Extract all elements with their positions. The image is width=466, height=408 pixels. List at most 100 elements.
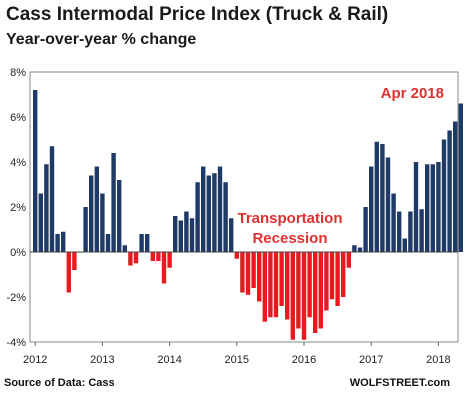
y-tick-label: -4% [6,337,26,349]
plot-frame [29,71,459,343]
bar [139,234,144,252]
bar [290,252,295,340]
y-axis: 8% 6% 4% 2% 0% -2% -4% [6,67,26,349]
bar [430,164,435,252]
bar [178,220,183,252]
source-label: Source of Data: Cass [4,377,115,389]
annotation-recession: Recession [252,230,327,247]
bar [217,166,223,252]
bar [240,252,245,293]
bar [212,173,217,252]
bar [173,216,178,252]
bar [38,193,43,252]
y-tick-label: 6% [10,112,26,124]
bar [83,207,88,252]
bar [156,252,161,261]
bar [385,157,391,252]
bar [117,180,122,252]
y-tick-label: 2% [10,202,26,214]
bar [363,207,368,252]
chart-title: Cass Intermodal Price Index (Truck & Rai… [6,4,388,25]
bar [94,166,99,252]
bar [273,252,279,318]
x-tick-label: 2012 [23,354,47,366]
annotation-transportation: Transportation [237,210,342,227]
bar [251,252,256,288]
bar [341,252,346,297]
bar [402,238,407,252]
bar [391,193,396,252]
bar [223,182,228,252]
bar [111,153,116,252]
bar [458,103,463,252]
bar [167,252,172,268]
bar [296,252,301,329]
bar [357,247,363,252]
bar [318,252,323,329]
bar [441,139,447,252]
bar [301,252,307,340]
bar [201,166,206,252]
bar [279,252,284,306]
bar [285,252,290,320]
bar [408,211,413,252]
bar [145,234,150,252]
y-tick-label: -2% [6,292,26,304]
bar [419,209,424,252]
bar [374,141,379,252]
x-tick-label: 2016 [292,354,316,366]
bar [369,166,374,252]
bar [189,218,195,252]
bar [425,164,430,252]
bar [72,252,77,270]
y-tick-label: 8% [10,67,26,79]
x-axis: 2012 2013 2014 2015 2016 2017 2018 [23,354,451,366]
bar [335,252,340,306]
bar [66,252,71,293]
bar-series [33,90,463,340]
bar [89,175,94,252]
bar [307,252,312,318]
bar [184,211,189,252]
bar [105,234,111,252]
chart-subtitle: Year-over-year % change [6,31,196,48]
bar [133,252,139,264]
bar [447,130,452,252]
x-tick-label: 2013 [90,354,114,366]
bar [161,252,167,284]
x-tick-marks [34,342,439,346]
brand-label: WOLFSTREET.com [350,377,450,389]
bar [313,252,318,333]
bar [49,146,55,252]
bar [453,121,458,252]
bar [436,162,441,252]
bar [245,252,251,295]
bar [44,164,49,252]
x-tick-label: 2015 [225,354,249,366]
bar [33,90,38,252]
bar [55,234,60,252]
bar [122,245,127,252]
bar [397,211,402,252]
bar [346,252,351,268]
x-tick-label: 2018 [426,354,450,366]
bar [380,144,385,252]
bar [352,245,357,252]
bar [262,252,267,322]
y-tick-label: 4% [10,157,26,169]
bar [329,252,335,300]
bar [324,252,329,311]
bar [413,162,419,252]
bar [195,182,200,252]
bar [234,252,239,259]
x-tick-label: 2017 [359,354,383,366]
y-tick-label: 0% [10,247,26,259]
bar [100,193,105,252]
bar [128,252,133,266]
bar [61,231,66,252]
bar [150,252,155,261]
bar [229,218,234,252]
bar [268,252,273,318]
bar [257,252,262,302]
